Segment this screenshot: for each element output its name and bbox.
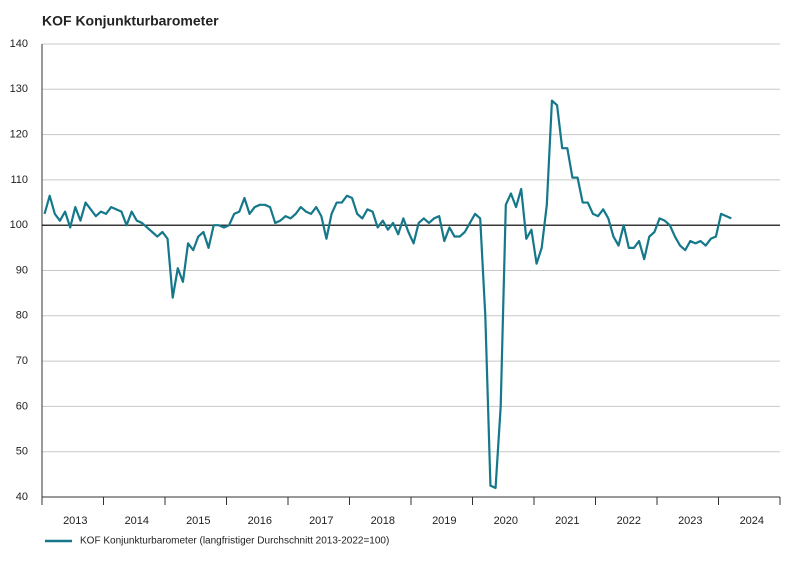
x-tick-label: 2024 — [740, 515, 764, 527]
y-tick-label: 140 — [10, 38, 28, 50]
y-tick-label: 50 — [16, 446, 28, 458]
x-tick-label: 2017 — [309, 515, 333, 527]
y-tick-label: 120 — [10, 129, 28, 141]
x-tick-label: 2020 — [494, 515, 518, 527]
x-tick-label: 2021 — [555, 515, 579, 527]
y-tick-label: 70 — [16, 355, 28, 367]
line-series — [43, 99, 732, 490]
y-tick-label: 80 — [16, 310, 28, 322]
y-tick-label: 40 — [16, 491, 28, 503]
x-tick-label: 2014 — [125, 515, 149, 527]
x-tick-label: 2022 — [617, 515, 641, 527]
x-tick-label: 2016 — [248, 515, 272, 527]
chart-title: KOF Konjunkturbarometer — [42, 13, 219, 29]
x-tick-label: 2019 — [432, 515, 456, 527]
x-tick-label: 2023 — [678, 515, 702, 527]
y-tick-label: 100 — [10, 219, 28, 231]
y-tick-label: 130 — [10, 83, 28, 95]
y-tick-label: 110 — [10, 174, 28, 186]
x-tick-label: 2013 — [63, 515, 87, 527]
y-tick-label: 60 — [16, 400, 28, 412]
x-tick-label: 2015 — [186, 515, 210, 527]
legend-label: KOF Konjunkturbarometer (langfristiger D… — [80, 536, 389, 547]
y-tick-label: 90 — [16, 264, 28, 276]
x-tick-label: 2018 — [371, 515, 395, 527]
